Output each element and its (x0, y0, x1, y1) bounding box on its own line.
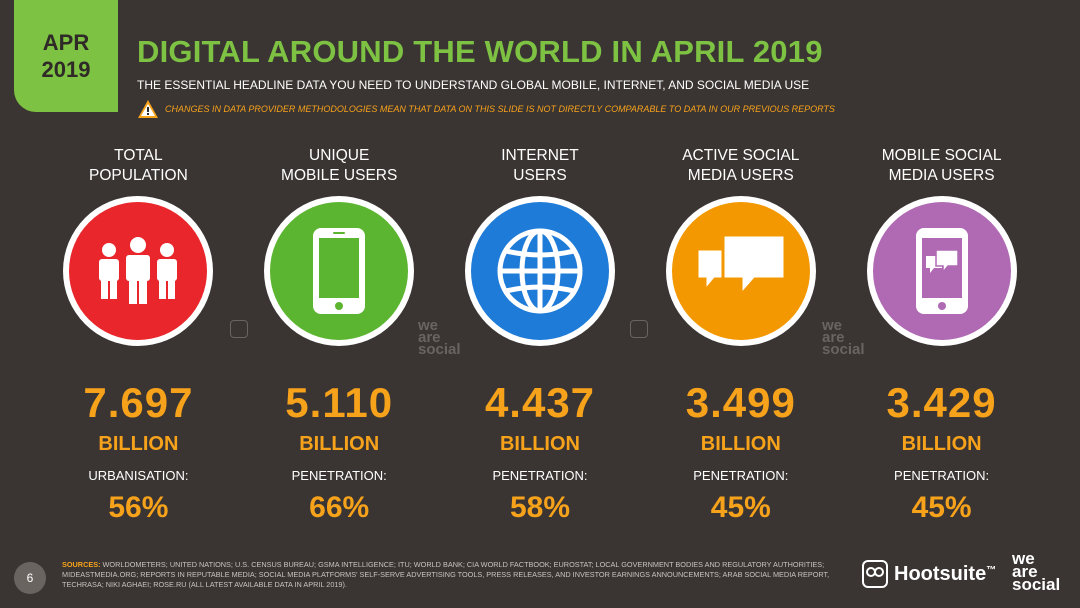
owl-watermark-icon (630, 320, 648, 338)
badge-month: APR (42, 30, 90, 55)
badge-year: 2019 (41, 57, 91, 82)
was-line-1: we (1012, 549, 1035, 568)
icon-circle (69, 202, 208, 340)
metric-sub-label: PENETRATION: (894, 468, 990, 483)
we-are-social-watermark-icon: we are social (418, 317, 461, 358)
metric-internet-users: INTERNET USERS 4.437 BILLION PENETRATION… (440, 146, 641, 526)
globe-icon (497, 228, 583, 314)
icon-circle (872, 202, 1011, 340)
we-are-social-watermark-icon: we are social (822, 317, 865, 358)
owl-watermark-icon (230, 320, 248, 338)
sources-text: WORLDOMETERS; UNITED NATIONS; U.S. CENSU… (62, 560, 830, 589)
metric-unit: BILLION (98, 433, 179, 455)
date-badge: APR 2019 (14, 0, 118, 112)
icon-ring (866, 196, 1017, 346)
icon-circle (671, 202, 810, 340)
mobile-chat-icon (915, 228, 968, 314)
page-subtitle: THE ESSENTIAL HEADLINE DATA YOU NEED TO … (137, 78, 810, 92)
hootsuite-trademark: ™ (986, 564, 997, 576)
page-number: 6 (14, 562, 46, 594)
metric-value: 3.429 (886, 379, 997, 426)
chat-bubbles-icon (695, 233, 787, 299)
hootsuite-text: Hootsuite (894, 562, 987, 585)
mobile-phone-icon (313, 228, 366, 314)
sources-label: SOURCES: (62, 560, 101, 569)
metric-unit: BILLION (700, 433, 781, 455)
icon-ring (264, 196, 415, 346)
metric-value: 3.499 (685, 379, 796, 426)
metric-value: 4.437 (484, 379, 596, 426)
metrics-row: TOTAL POPULATION (38, 146, 1042, 526)
metric-label: INTERNET USERS (501, 147, 579, 184)
metric-value: 7.697 (83, 379, 194, 426)
metric-sub-label: PENETRATION: (492, 468, 588, 483)
was-line-3: social (1012, 575, 1061, 594)
hootsuite-owl-icon (862, 560, 888, 588)
warning-icon (138, 100, 158, 118)
metric-value: 5.110 (285, 379, 394, 426)
metric-sub-value: 58% (509, 491, 571, 524)
icon-circle (270, 202, 409, 340)
metric-sub-value: 45% (710, 491, 771, 524)
hootsuite-logo: Hootsuite ™ (862, 556, 996, 592)
icon-ring (665, 196, 816, 346)
page-title: DIGITAL AROUND THE WORLD IN APRIL 2019 (137, 34, 823, 69)
metric-mobile-social-media-users: MOBILE SOCIAL MEDIA USERS 3.429 BILLION … (841, 146, 1042, 526)
icon-ring (63, 196, 214, 346)
people-icon (99, 237, 178, 304)
metric-unit: BILLION (901, 433, 982, 455)
metric-total-population: TOTAL POPULATION (38, 146, 239, 526)
metric-unique-mobile-users: UNIQUE MOBILE USERS 5.110 BILLION PENETR… (239, 146, 440, 526)
metric-label: UNIQUE MOBILE USERS (281, 147, 398, 184)
metric-label: TOTAL POPULATION (89, 147, 188, 184)
warning-note: CHANGES IN DATA PROVIDER METHODOLOGIES M… (137, 98, 835, 120)
metric-label: MOBILE SOCIAL MEDIA USERS (881, 147, 1002, 184)
metric-active-social-media-users: ACTIVE SOCIAL MEDIA USERS 3.499 BILLION … (640, 146, 841, 526)
metric-unit: BILLION (499, 433, 580, 455)
icon-ring (464, 196, 615, 346)
metric-unit: BILLION (299, 433, 380, 455)
metric-sub-label: PENETRATION: (693, 468, 789, 483)
metric-label: ACTIVE SOCIAL MEDIA USERS (682, 147, 800, 184)
metric-sub-label: URBANISATION: (88, 468, 189, 483)
metric-sub-value: 56% (108, 491, 169, 524)
metric-sub-value: 66% (309, 491, 370, 524)
sources-note: SOURCES: WORLDOMETERS; UNITED NATIONS; U… (62, 560, 832, 590)
icon-circle (470, 202, 609, 340)
we-are-social-logo: we are social (1012, 549, 1061, 594)
was-line-2: are (1012, 562, 1038, 581)
metric-sub-value: 45% (911, 491, 972, 524)
metric-sub-label: PENETRATION: (291, 468, 387, 483)
warning-text: CHANGES IN DATA PROVIDER METHODOLOGIES M… (165, 104, 835, 114)
